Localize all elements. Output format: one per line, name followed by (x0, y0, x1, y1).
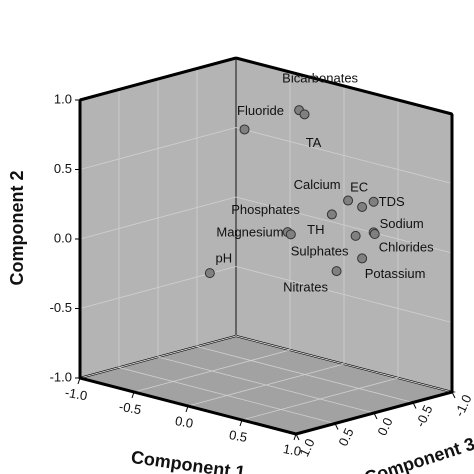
y-tick-label: 0.0 (54, 230, 72, 245)
z-axis-title: Component 3 (362, 434, 474, 474)
point-label: TH (307, 222, 324, 237)
tick-mark (334, 423, 339, 430)
grid-line (157, 356, 375, 414)
tick-mark (131, 391, 135, 399)
point (350, 230, 361, 241)
x-tick-label: 1.0 (282, 441, 302, 459)
point-label: pH (216, 251, 233, 266)
grid-line (118, 367, 336, 424)
point-label: Sodium (380, 216, 424, 231)
tick-mark (412, 402, 417, 409)
tick-mark (77, 377, 81, 385)
point-label: Fluoride (237, 103, 284, 118)
z-tick-label: 1.0 (296, 436, 317, 459)
point-label: Calcium (294, 177, 341, 192)
z-tick-label: -0.5 (413, 403, 436, 430)
y-tick-label: -1.0 (50, 369, 72, 384)
point (369, 229, 380, 240)
point (326, 209, 337, 220)
point (299, 109, 310, 120)
tick-mark (295, 433, 300, 441)
y-tick-label: 0.5 (54, 161, 72, 176)
x-tick-label: 0.5 (228, 427, 248, 445)
box-edge (235, 56, 453, 116)
y-tick-label: 1.0 (54, 91, 72, 106)
point (204, 268, 215, 279)
point-label: Magnesium (216, 225, 283, 240)
z-tick-label: -1.0 (452, 392, 474, 419)
tick-mark (185, 405, 189, 413)
point-label: TA (306, 135, 322, 150)
x-axis-title: Component 1 (130, 447, 247, 474)
x-tick-label: 0.0 (174, 413, 194, 431)
point-label: Nitrates (283, 280, 328, 295)
point (357, 253, 368, 264)
z-tick-label: 0.5 (335, 426, 356, 449)
point-label: Sulphates (291, 243, 349, 258)
point-label: Chlorides (379, 239, 434, 254)
tick-mark (293, 433, 297, 441)
z-tick-label: 0.0 (374, 415, 395, 438)
point-label: TDS (379, 194, 405, 209)
y-axis-title: Component 2 (7, 171, 27, 286)
point (357, 201, 368, 212)
tick-mark (239, 419, 243, 427)
x-tick-label: -0.5 (118, 399, 143, 418)
point-label: Phosphates (231, 202, 300, 217)
point (285, 229, 296, 240)
point-label: EC (350, 179, 368, 194)
point (331, 266, 342, 277)
y-tick-label: -0.5 (50, 300, 72, 315)
tick-mark (373, 412, 378, 420)
point-label: Potassium (365, 266, 426, 281)
point (368, 196, 379, 207)
grid-line (235, 335, 453, 393)
grid-line (196, 346, 414, 403)
box-edge (79, 56, 237, 102)
point-label: Bicarbonates (282, 71, 358, 86)
x-tick-label: -1.0 (64, 385, 89, 404)
point (343, 195, 354, 206)
tick-mark (451, 391, 456, 399)
point (239, 124, 250, 135)
